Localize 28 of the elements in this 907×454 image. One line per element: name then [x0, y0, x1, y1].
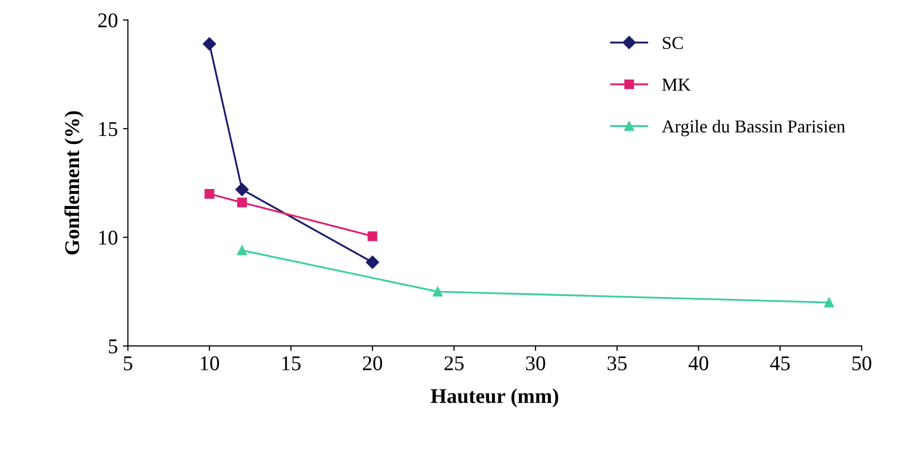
x-tick-label: 25 [444, 356, 464, 370]
point [824, 298, 834, 308]
point [366, 256, 380, 269]
x-tick-label: 15 [282, 356, 301, 370]
x-tick-label: 20 [362, 356, 382, 370]
legend-label: Argile du Bassin Parisien [662, 120, 846, 136]
x-tick-label: 40 [688, 356, 708, 370]
point [237, 245, 247, 256]
x-tick-label: 5 [124, 356, 132, 370]
x-tick-label: 45 [770, 356, 790, 370]
y-tick-label: 15 [99, 122, 118, 136]
point [204, 188, 214, 199]
legend-label: MK [662, 78, 691, 91]
point [432, 286, 443, 296]
x-tick-label: 10 [200, 356, 220, 370]
y-tick-label: 10 [99, 230, 118, 245]
y-axis-title: Gonflement (%) [64, 111, 84, 255]
x-tick-label: 50 [852, 356, 872, 370]
y-tick-label: 20 [98, 13, 118, 28]
point [202, 37, 216, 50]
point [235, 182, 249, 196]
x-axis-title: Hauteur (mm) [430, 388, 558, 408]
x-tick-label: 35 [608, 356, 627, 370]
point [237, 198, 247, 208]
legend-label: SC [662, 36, 683, 50]
y-tick-label: 5 [108, 340, 118, 354]
point [368, 231, 378, 242]
x-tick-label: 30 [526, 356, 546, 370]
